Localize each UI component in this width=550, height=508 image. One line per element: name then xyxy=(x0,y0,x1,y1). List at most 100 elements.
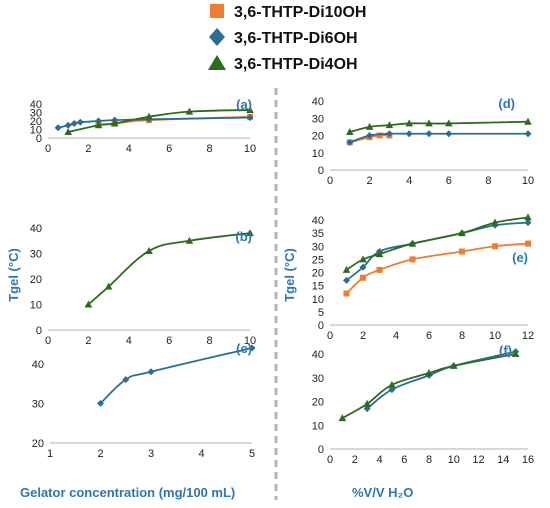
panel-a-x-tick: 4 xyxy=(126,143,132,155)
panel-c-di6oh-point xyxy=(97,399,104,407)
panel-e-x-tick: 8 xyxy=(459,330,465,342)
panel-e-y-tick: 10 xyxy=(312,294,324,306)
panel-d-di4oh-point xyxy=(524,117,532,125)
panel-a-tag: (a) xyxy=(236,97,252,112)
panel-c-tag: (c) xyxy=(236,341,252,356)
panel-b-di4oh-point xyxy=(104,282,113,290)
panel-f-di4oh-point xyxy=(511,350,520,357)
panel-f-x-tick: 10 xyxy=(448,454,460,466)
panel-c: 1 2 3 4 5 20 30 40 (c) xyxy=(32,341,256,460)
panel-e-y-tick: 30 xyxy=(312,241,324,253)
panel-f-x-tick: 6 xyxy=(401,454,407,466)
panel-e-di4oh-point xyxy=(359,255,367,263)
panel-e-di10oh-point xyxy=(409,256,416,263)
panel-e-series-di10oh-line xyxy=(345,242,529,295)
panel-f-di4oh-point xyxy=(449,361,458,369)
panel-d-di6oh-point xyxy=(425,130,433,138)
panel-a-di4oh-point xyxy=(246,105,254,113)
panel-a-di6oh-point xyxy=(70,120,78,128)
panel-c-x-tick: 5 xyxy=(249,448,255,460)
panel-a-x-tick: 10 xyxy=(244,143,256,155)
panel-a-di4oh-point xyxy=(185,107,194,115)
panel-e-di4oh-point xyxy=(524,213,532,221)
panel-d-x-tick: 4 xyxy=(406,175,412,187)
panel-d-x-tick: 2 xyxy=(367,175,373,187)
panel-d-series-di4oh-line xyxy=(349,120,529,133)
panel-f-y-tick: 0 xyxy=(318,444,324,456)
panel-d-y-tick: 20 xyxy=(312,131,324,143)
panel-b-x-tick: 0 xyxy=(45,335,51,347)
panel-a-x-tick: 2 xyxy=(85,143,91,155)
panel-e-di6oh-point xyxy=(524,219,532,227)
panel-e-di4oh-point xyxy=(458,229,466,237)
panel-d-series-di10oh-line xyxy=(349,134,390,144)
panel-e-y-tick: 0 xyxy=(318,320,324,332)
panel-a-di4oh-point xyxy=(145,112,153,120)
panel-f-tag: (f) xyxy=(499,343,512,358)
panel-b-di4oh-point xyxy=(145,246,153,254)
panel-d-x-tick: 8 xyxy=(485,175,491,187)
panel-d-di4oh-point xyxy=(385,121,394,129)
panel-f-y-tick: 20 xyxy=(312,397,324,409)
panel-c-x-tick: 4 xyxy=(198,448,204,460)
panel-a-y-tick: 20 xyxy=(30,116,42,128)
panel-b-x-tick: 8 xyxy=(207,335,213,347)
legend-marker-di10oh xyxy=(210,4,224,18)
panel-e-di4oh-point xyxy=(375,250,384,258)
panel-f-di4oh-point xyxy=(425,369,433,376)
panel-d-y-tick: 0 xyxy=(318,165,324,177)
panel-f-y-tick: 30 xyxy=(312,373,324,385)
panel-c-x-tick: 3 xyxy=(148,448,154,460)
panel-e-x-tick: 2 xyxy=(360,330,366,342)
panel-f-series-di6oh-line xyxy=(366,350,516,410)
panel-a-x-tick: 0 xyxy=(45,143,51,155)
legend-marker-di6oh xyxy=(209,28,225,46)
panel-e-x-tick: 4 xyxy=(393,330,399,342)
panel-f-x-tick: 2 xyxy=(352,454,358,466)
panel-a-di4oh-point xyxy=(94,121,103,129)
panel-f-x-tick: 8 xyxy=(426,454,432,466)
panel-d-tag: (d) xyxy=(498,96,515,111)
panel-d-di6oh-point xyxy=(445,130,453,138)
panel-c-di6oh-point xyxy=(248,344,256,352)
panel-d-di4oh-point xyxy=(425,119,433,127)
panel-e-y-tick: 25 xyxy=(312,254,324,266)
panel-b-y-tick: 0 xyxy=(36,325,42,337)
panel-b-x-tick: 2 xyxy=(85,335,91,347)
panel-b-di4oh-point xyxy=(185,236,194,244)
panel-f-y-tick: 10 xyxy=(312,420,324,432)
panel-d-di6oh-point xyxy=(385,130,393,138)
legend: 3,6-THTP-Di10OH 3,6-THTP-Di6OH 3,6-THTP-… xyxy=(208,4,366,73)
panel-f-di4oh-point xyxy=(338,414,347,422)
panel-e-x-tick: 10 xyxy=(489,330,501,342)
panel-e-y-tick: 40 xyxy=(312,215,324,227)
right-x-axis-title: %V/V H₂O xyxy=(352,485,413,500)
panel-b-x-tick: 10 xyxy=(244,335,256,347)
panel-f-x-tick: 4 xyxy=(376,454,382,466)
panel-f-x-tick: 14 xyxy=(497,454,509,466)
panel-e-tag: (e) xyxy=(512,250,528,265)
panel-d-y-tick: 10 xyxy=(312,148,324,160)
panel-d-di6oh-point xyxy=(405,130,413,138)
panel-d-y-tick: 30 xyxy=(312,113,324,125)
panel-b-y-tick: 20 xyxy=(30,274,42,286)
panel-d-di4oh-point xyxy=(346,128,354,136)
panel-a-x-tick: 8 xyxy=(207,143,213,155)
legend-label-di4oh: 3,6-THTP-Di4OH xyxy=(234,56,358,73)
panel-b-tag: (b) xyxy=(235,229,252,244)
panel-c-x-tick: 2 xyxy=(97,448,103,460)
panel-b: 0 2 4 6 8 10 0 10 20 30 40 (b) xyxy=(30,223,256,347)
panel-d-x-tick: 10 xyxy=(522,175,534,187)
legend-label-di6oh: 3,6-THTP-Di6OH xyxy=(234,30,358,47)
panel-a-y-tick: 40 xyxy=(30,99,42,111)
panel-e-di10oh-point xyxy=(459,248,465,255)
panel-f-x-tick: 12 xyxy=(472,454,484,466)
panel-d-y-tick: 40 xyxy=(312,96,324,108)
panel-d-di4oh-point xyxy=(445,119,453,127)
right-y-axis-title: Tgel (°C) xyxy=(282,248,297,302)
panel-e-di10oh-point xyxy=(376,266,383,273)
panel-b-y-tick: 40 xyxy=(30,223,42,235)
